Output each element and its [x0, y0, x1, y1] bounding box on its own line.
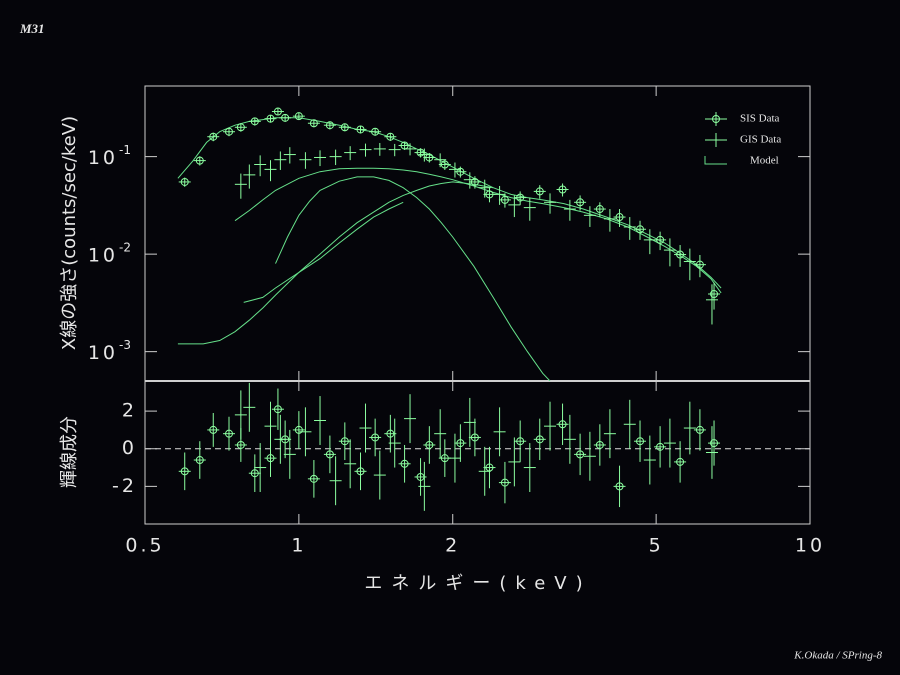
y-tick-exponent: -1 [119, 143, 131, 157]
x-tick-label: 10 [795, 535, 825, 557]
data-point [440, 160, 449, 169]
data-point [425, 153, 434, 162]
data-point [425, 440, 434, 449]
credit: K.Okada / SPring-8 [793, 650, 882, 662]
data-point [615, 482, 624, 491]
data-point [386, 132, 395, 141]
data-point [250, 117, 259, 126]
data-point [595, 440, 604, 449]
data-point [273, 107, 282, 116]
model-line [275, 176, 551, 381]
y-axis-label: 輝線成分 [59, 416, 80, 488]
data-point [371, 433, 380, 442]
y-tick-label: 0 [122, 437, 137, 459]
data-point [456, 439, 465, 448]
data-point [356, 467, 365, 476]
legend-label: Model [750, 155, 779, 167]
data-point [309, 474, 318, 483]
data-point [180, 467, 189, 476]
x-axis-label: エネルギー(keV) [364, 573, 591, 594]
legend-symbol [712, 115, 720, 123]
data-point [710, 439, 719, 448]
data-point [195, 156, 204, 165]
data-point [309, 119, 318, 128]
y-tick-label: -2 [112, 475, 137, 497]
residual-panel [145, 382, 810, 511]
data-point [676, 250, 685, 259]
data-point [209, 425, 218, 434]
data-point [386, 429, 395, 438]
data-point [500, 195, 509, 204]
data-point [576, 450, 585, 459]
data-point [516, 437, 525, 446]
data-point [180, 177, 189, 186]
x-tick-label: 0.5 [125, 535, 164, 557]
data-point [225, 429, 234, 438]
plot-frame [144, 85, 811, 525]
data-point [615, 213, 624, 222]
y-tick-label: 10 [88, 245, 118, 267]
data-point [656, 235, 665, 244]
data-point [325, 121, 334, 130]
data-point [558, 420, 567, 429]
y-tick-exponent: -3 [119, 338, 131, 352]
data-point [676, 457, 685, 466]
data-point [340, 123, 349, 132]
data-point [356, 125, 365, 134]
model-line [177, 181, 494, 345]
data-point [225, 127, 234, 136]
data-point [400, 459, 409, 468]
x-tick-label: 1 [291, 535, 306, 557]
data-point [340, 437, 349, 446]
data-point [195, 456, 204, 465]
data-point [500, 478, 509, 487]
data-point [209, 132, 218, 141]
y-tick-label: 10 [88, 342, 118, 364]
data-point [236, 123, 245, 132]
y-tick-exponent: -2 [119, 241, 131, 255]
model-line [243, 201, 404, 303]
data-point [695, 260, 704, 269]
data-point [535, 187, 544, 196]
data-point [576, 198, 585, 207]
spectrum-panel [177, 107, 722, 381]
data-point [535, 435, 544, 444]
data-point [294, 112, 303, 121]
data-point [281, 113, 290, 122]
data-point [325, 450, 334, 459]
data-point [558, 185, 567, 194]
legend-label: SIS Data [740, 113, 780, 125]
data-point [266, 114, 275, 123]
data-point [371, 127, 380, 136]
data-point [456, 167, 465, 176]
y-axis-label: X線の強さ(counts/sec/keV) [59, 116, 80, 350]
data-point [636, 225, 645, 234]
data-point [485, 190, 494, 199]
data-point [236, 440, 245, 449]
chart-title: M31 [19, 21, 45, 36]
data-point [695, 425, 704, 434]
legend-label: GIS Data [740, 134, 781, 146]
data-point [656, 442, 665, 451]
y-tick-label: 2 [122, 400, 137, 422]
model-line [234, 167, 722, 294]
data-point [470, 433, 479, 442]
data-point [294, 425, 303, 434]
data-point [710, 290, 719, 299]
legend-symbol [704, 156, 727, 165]
data-point [440, 454, 449, 463]
y-tick-label: 10 [88, 147, 118, 169]
data-point [516, 193, 525, 202]
data-point [470, 177, 479, 186]
data-point [636, 437, 645, 446]
data-point [266, 454, 275, 463]
data-point [595, 205, 604, 214]
x-tick-label: 2 [445, 535, 460, 557]
data-point [250, 469, 259, 478]
data-point [273, 405, 282, 414]
x-tick-label: 5 [649, 535, 664, 557]
